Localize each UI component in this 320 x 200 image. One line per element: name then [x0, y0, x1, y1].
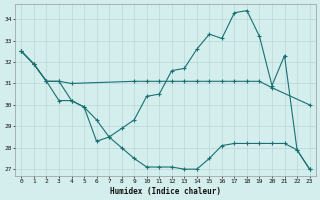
- X-axis label: Humidex (Indice chaleur): Humidex (Indice chaleur): [110, 187, 221, 196]
